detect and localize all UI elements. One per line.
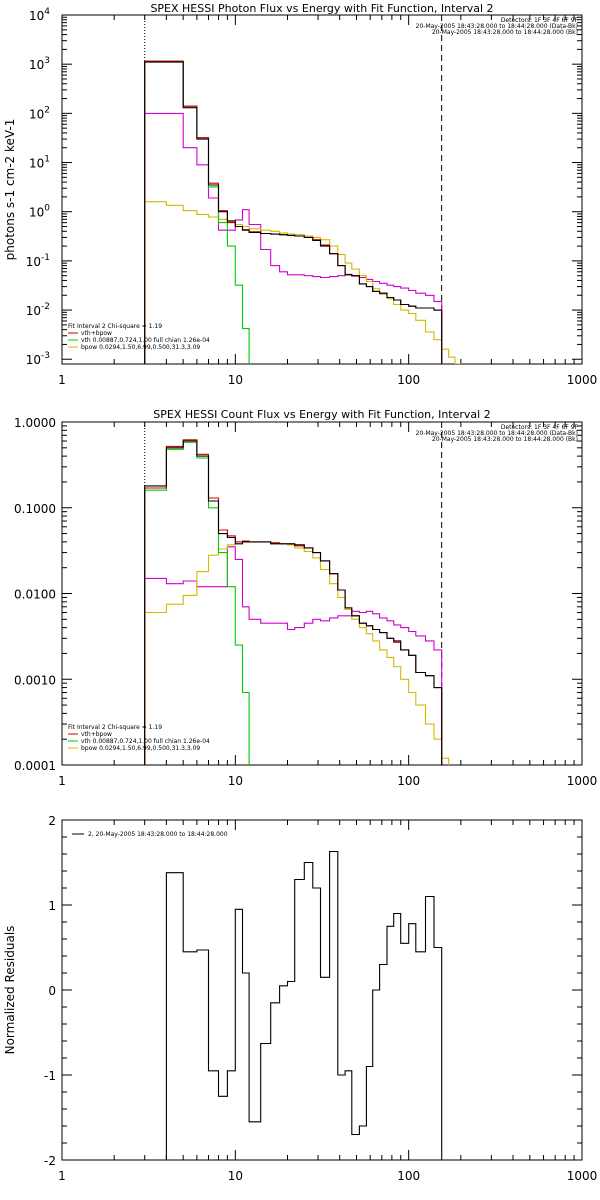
x-tick-label: 10 — [228, 1169, 243, 1183]
y-tick-label: 10-2 — [26, 302, 50, 318]
plot-frame — [61, 421, 583, 766]
y-axis-label: Normalized Residuals — [3, 926, 17, 1055]
y-tick-label: 10-3 — [26, 351, 50, 367]
series-data-line — [144, 440, 443, 765]
plot-frame — [61, 14, 583, 365]
legend-top-right-entry: Detectors: 1F 3F 4F 6F 9F — [501, 17, 579, 24]
x-tick-label: 100 — [397, 1169, 420, 1183]
y-tick-label: 104 — [29, 7, 50, 23]
legend-entry: Fit Interval 2 Chi-square = 1.19 — [68, 724, 162, 731]
series-vth-line — [144, 60, 250, 364]
y-tick-label: -1 — [44, 1069, 56, 1083]
x-tick-label: 1000 — [567, 774, 598, 788]
y-tick-label: 103 — [29, 56, 50, 72]
legend-entry: vth 0.00887,0.724,1.00 full chian 1.26e-… — [81, 337, 210, 344]
legend-top-right-entry: 20-May-2005 18:43:28.000 to 18:44:28.000… — [432, 29, 578, 36]
legend-top-right-entry: 20-May-2005 18:43:28.000 to 18:44:28.000… — [416, 23, 578, 30]
y-tick-label: 0.0100 — [14, 588, 56, 602]
series-model-line — [144, 439, 443, 765]
x-tick-label: 1 — [58, 774, 66, 788]
y-axis-label: photons s-1 cm-2 keV-1 — [3, 119, 17, 261]
x-tick-label: 1 — [58, 1169, 66, 1183]
series-vth-line — [144, 441, 250, 765]
series-bpow-line — [144, 541, 450, 765]
y-tick-label: 102 — [29, 105, 50, 121]
chart-title: SPEX HESSI Count Flux vs Energy with Fit… — [153, 408, 490, 421]
x-tick-label: 10 — [228, 373, 243, 387]
series-background-line — [144, 112, 443, 364]
series-residuals-line — [165, 850, 443, 1160]
x-tick-label: 10 — [228, 774, 243, 788]
y-tick-label: 1 — [48, 899, 56, 913]
legend-entry: vth 0.00887,0.724,1.00 full chian 1.26e-… — [81, 738, 210, 745]
chart-panel-1: SPEX HESSI Photon Flux vs Energy with Fi… — [3, 2, 597, 387]
legend-top-right-entry: 20-May-2005 18:43:28.000 to 18:44:28.000… — [432, 436, 578, 443]
y-tick-label: 2 — [48, 814, 56, 828]
legend-entry: 2, 20-May-2005 18:43:28.000 to 18:44:28.… — [88, 831, 228, 838]
y-tick-label: 10-1 — [26, 253, 50, 269]
y-tick-label: 101 — [29, 155, 50, 171]
legend-entry: bpow 0.0294,1.50,6.99,0.500,31.3,3.09 — [81, 344, 200, 351]
x-tick-label: 1000 — [567, 1169, 598, 1183]
y-tick-label: 0 — [48, 984, 56, 998]
x-tick-label: 1 — [58, 373, 66, 387]
legend-entry: Fit Interval 2 Chi-square = 1.19 — [68, 323, 162, 330]
x-tick-label: 1000 — [567, 373, 598, 387]
y-tick-label: 0.0010 — [14, 673, 56, 687]
legend-entry: vth+bpow — [81, 731, 112, 738]
y-tick-label: 1.0000 — [14, 416, 56, 430]
x-tick-label: 100 — [397, 774, 420, 788]
series-data-line — [144, 61, 443, 364]
legend-entry: bpow 0.0294,1.50,6.99,0.500,31.3,3.09 — [81, 745, 200, 752]
plot-frame — [61, 819, 583, 1161]
y-tick-label: 100 — [29, 204, 50, 220]
legend-top-right-entry: Detectors: 1F 3F 4F 6F 9F — [501, 424, 579, 431]
y-tick-label: 0.1000 — [14, 502, 56, 516]
chart-panel-2: SPEX HESSI Count Flux vs Energy with Fit… — [14, 408, 597, 788]
series-background-line — [144, 546, 443, 765]
chart-title: SPEX HESSI Photon Flux vs Energy with Fi… — [150, 2, 493, 15]
chart-panel-3: 1 10 100 1000 -2 -1 0 1 2 Normalized Residuals 2, … — [3, 814, 597, 1183]
y-tick-label: 0.0001 — [14, 759, 56, 773]
legend-entry: vth+bpow — [81, 330, 112, 337]
x-tick-label: 100 — [397, 373, 420, 387]
series-model-line — [144, 60, 443, 364]
legend-top-right-entry: 20-May-2005 18:43:28.000 to 18:44:28.000… — [416, 430, 578, 437]
y-tick-label: -2 — [44, 1154, 56, 1168]
